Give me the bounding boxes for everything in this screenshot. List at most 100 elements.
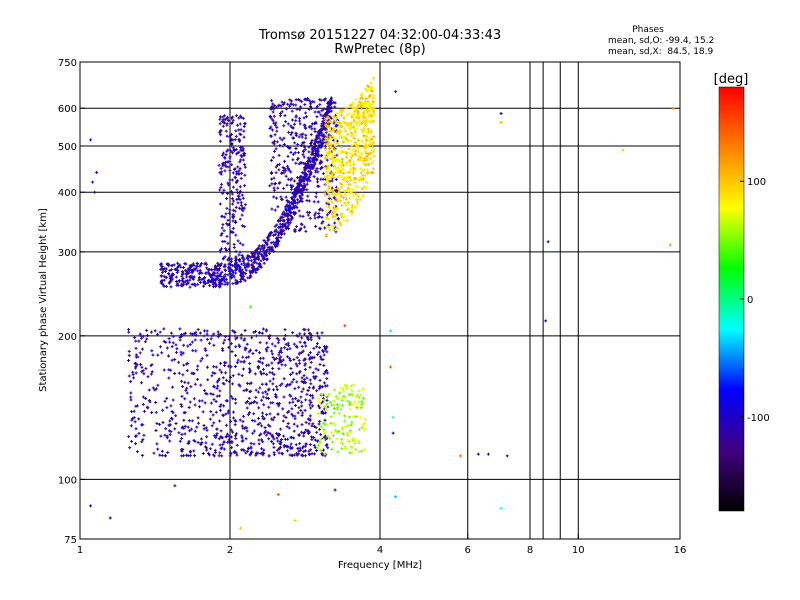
data-point <box>297 135 301 139</box>
data-point <box>180 436 184 440</box>
data-point <box>360 121 364 125</box>
data-point <box>295 107 299 111</box>
data-point <box>219 272 223 276</box>
data-point <box>294 133 298 137</box>
data-point <box>214 410 218 414</box>
data-point <box>352 120 356 124</box>
data-point <box>312 146 316 150</box>
data-point <box>345 203 349 207</box>
data-point <box>292 152 296 156</box>
colorbar-unit: [deg] <box>714 72 749 87</box>
data-point <box>305 199 309 203</box>
data-point <box>221 376 225 380</box>
data-point <box>199 359 203 363</box>
data-point <box>279 355 283 359</box>
data-point <box>313 127 317 131</box>
data-point <box>275 223 279 227</box>
data-point <box>160 279 164 283</box>
data-point <box>184 279 188 283</box>
data-point <box>313 452 317 456</box>
data-point <box>284 174 288 178</box>
data-point <box>356 138 360 142</box>
data-point <box>215 394 219 398</box>
data-point <box>305 376 309 380</box>
data-point <box>354 184 358 188</box>
data-point <box>338 169 342 173</box>
data-point <box>244 451 248 455</box>
data-point <box>284 222 288 226</box>
data-point <box>212 384 216 388</box>
data-point <box>546 240 550 244</box>
data-point <box>333 428 337 432</box>
data-point <box>309 165 313 169</box>
data-point <box>220 282 224 286</box>
data-point <box>288 401 292 405</box>
data-point <box>231 374 235 378</box>
data-point <box>227 265 231 269</box>
data-point <box>133 335 137 339</box>
data-point <box>224 378 228 382</box>
data-point <box>274 356 278 360</box>
data-point <box>202 427 206 431</box>
data-point <box>345 219 349 223</box>
data-point <box>223 338 227 342</box>
data-point <box>300 100 304 104</box>
data-point <box>356 144 360 148</box>
data-point <box>247 355 251 359</box>
data-point <box>205 266 209 270</box>
data-point <box>262 238 266 242</box>
data-point <box>242 257 246 261</box>
data-point <box>127 349 131 353</box>
data-point <box>229 365 233 369</box>
data-point <box>307 357 311 361</box>
data-point <box>223 239 227 243</box>
data-point <box>343 324 347 328</box>
data-point <box>210 334 214 338</box>
data-point <box>277 367 281 371</box>
data-point <box>307 353 311 357</box>
data-point <box>192 449 196 453</box>
data-point <box>314 195 318 199</box>
data-point <box>391 431 395 435</box>
data-point <box>285 107 289 111</box>
data-point <box>370 96 374 100</box>
data-point <box>352 162 356 166</box>
data-point <box>183 262 187 266</box>
data-point <box>312 436 316 440</box>
data-point <box>345 387 349 391</box>
data-point <box>240 439 244 443</box>
data-point <box>171 274 175 278</box>
data-point <box>336 197 340 201</box>
data-point <box>133 362 137 366</box>
data-point <box>283 437 287 441</box>
data-point <box>169 285 173 289</box>
data-point <box>266 238 270 242</box>
data-point <box>272 195 276 199</box>
data-point <box>303 162 307 165</box>
data-point <box>244 426 248 430</box>
data-point <box>142 433 146 437</box>
data-point <box>243 163 247 167</box>
data-point <box>303 408 307 412</box>
data-point <box>225 122 229 126</box>
data-point <box>188 278 192 282</box>
data-point <box>339 171 343 175</box>
data-point <box>368 93 372 97</box>
data-point <box>312 346 316 350</box>
data-point <box>317 140 321 144</box>
data-point <box>252 442 256 446</box>
data-point <box>301 132 305 136</box>
data-point <box>91 180 95 184</box>
data-point <box>280 212 284 216</box>
data-point <box>181 277 185 281</box>
data-point <box>293 519 297 523</box>
data-point <box>330 174 334 178</box>
data-point <box>220 454 224 458</box>
data-point <box>231 226 235 230</box>
data-point <box>365 158 369 162</box>
data-point <box>267 336 271 340</box>
data-point <box>360 449 364 453</box>
data-point <box>326 434 330 438</box>
data-point <box>227 222 231 226</box>
data-point <box>311 404 315 408</box>
